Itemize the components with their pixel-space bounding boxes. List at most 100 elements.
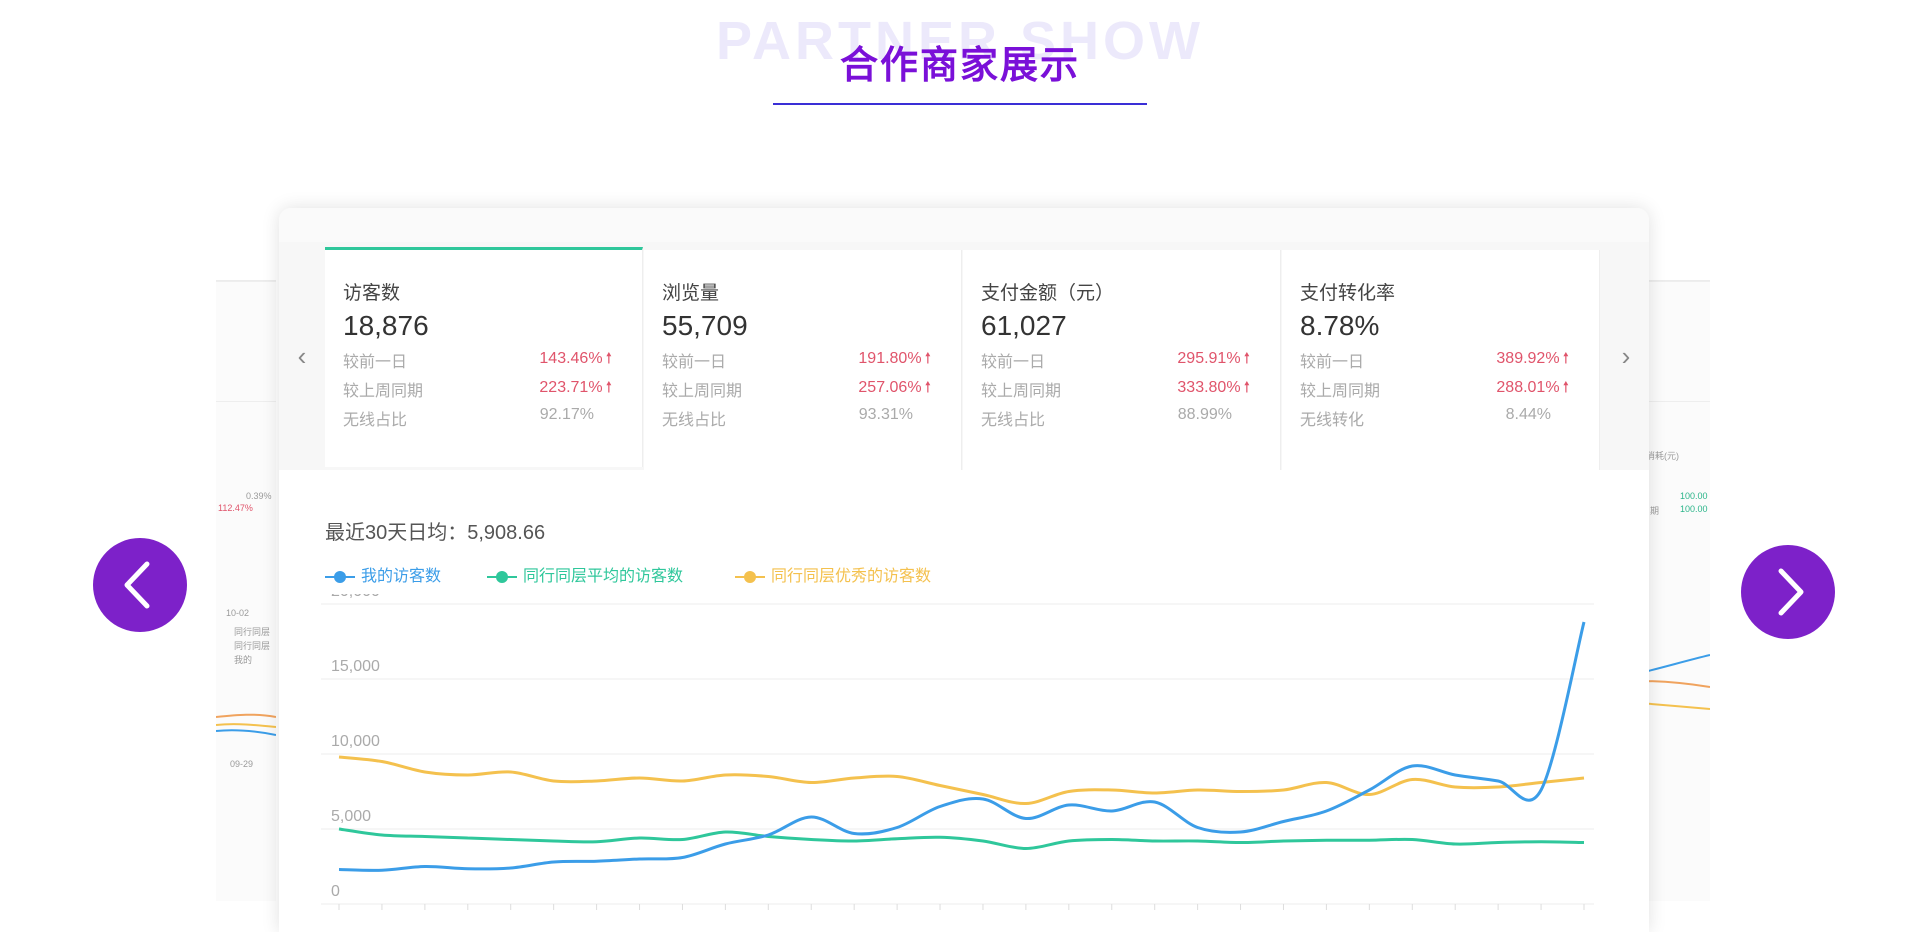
arrow-up-icon: 🠕	[1562, 350, 1569, 367]
kpi-value: 8.78%	[1300, 310, 1380, 341]
kpi-day-compare: 较前一日 191.80% 🠕	[662, 348, 961, 377]
arrow-up-icon: 🠕	[924, 350, 931, 367]
side-legend: 同行同层	[234, 641, 271, 651]
chevron-right-icon	[1778, 568, 1804, 616]
series-line-1	[338, 827, 1585, 851]
kpi-day-change: 191.80% 🠕	[858, 350, 931, 367]
kpi-label: 浏览量	[662, 283, 720, 304]
y-tick-label: 15,000	[331, 658, 380, 675]
series-line-2	[338, 755, 1585, 806]
side-tick: 09-29	[230, 759, 254, 769]
section-header: PARTNER SHOW 合作商家展示	[0, 0, 1920, 110]
kpi-day-compare: 较前一日 295.91% 🠕	[981, 348, 1280, 377]
series-line-0	[338, 621, 1586, 872]
kpi-row: ‹ 访客数 18,876 较前一日 143.46% 🠕 较上周同期 223.71%…	[279, 242, 1649, 470]
side-label: 消耗(元)	[1646, 451, 1679, 461]
carousel-prev-button[interactable]	[93, 538, 187, 632]
side-value: 0.39%	[246, 491, 272, 501]
y-tick-label: 10,000	[331, 733, 380, 750]
kpi-day-change: 295.91% 🠕	[1177, 350, 1250, 367]
legend-label: 同行同层优秀的访客数	[771, 568, 932, 585]
chevron-left-icon	[124, 561, 150, 609]
kpi-week-label: 较上周同期	[981, 383, 1062, 400]
kpi-value: 18,876	[343, 310, 429, 341]
kpi-card-conversion-rate[interactable]: 支付转化率 8.78% 较前一日 389.92% 🠕 较上周同期 288.01% 🠕…	[1282, 250, 1600, 470]
kpi-day-label: 较前一日	[981, 354, 1046, 371]
kpi-card-visitors[interactable]: 访客数 18,876 较前一日 143.46% 🠕 较上周同期 223.71% 🠕 …	[325, 247, 643, 467]
arrow-up-icon: 🠕	[924, 379, 931, 396]
legend-marker-icon	[487, 570, 517, 584]
kpi-wireless-label: 无线占比	[662, 412, 727, 429]
kpi-wireless-label: 无线占比	[343, 412, 408, 429]
arrow-up-icon: 🠕	[1243, 350, 1250, 367]
kpi-week-change: 223.71% 🠕	[539, 379, 612, 396]
kpi-week-change: 333.80% 🠕	[1177, 379, 1250, 396]
section-bg-title: PARTNER SHOW	[716, 11, 1204, 71]
side-date: 10-02	[226, 608, 250, 618]
kpi-week-compare: 较上周同期 257.06% 🠕	[662, 377, 961, 406]
kpi-wireless: 无线占比 92.17%	[343, 406, 642, 435]
legend-marker-icon	[325, 570, 355, 584]
y-tick-label: 20,000	[331, 594, 380, 600]
kpi-label: 支付转化率	[1300, 283, 1396, 304]
line-chart-svg: 20,000 15,000 10,000 5,000 0	[321, 594, 1594, 910]
kpi-wireless-value: 88.99%	[1177, 406, 1232, 423]
dashboard-screenshot-card: ‹ 访客数 18,876 较前一日 143.46% 🠕 较上周同期 223.71%…	[279, 208, 1649, 932]
kpi-next-arrow-icon[interactable]: ›	[1621, 341, 1631, 371]
kpi-day-compare: 较前一日 389.92% 🠕	[1300, 348, 1599, 377]
arrow-up-icon: 🠕	[1243, 379, 1250, 396]
kpi-wireless: 无线占比 88.99%	[981, 406, 1280, 435]
thirty-day-average: 最近30天日均：5,908.66	[325, 522, 546, 544]
side-value: 100.00	[1680, 491, 1708, 501]
kpi-card-payment-amount[interactable]: 支付金额（元） 61,027 较前一日 295.91% 🠕 较上周同期 333.8…	[963, 250, 1281, 470]
side-value: 100.00	[1680, 504, 1708, 514]
kpi-day-label: 较前一日	[662, 354, 727, 371]
kpi-week-label: 较上周同期	[662, 383, 743, 400]
side-chart-lines	[216, 713, 276, 736]
kpi-day-compare: 较前一日 143.46% 🠕	[343, 348, 642, 377]
side-legend: 同行同层	[234, 627, 271, 637]
kpi-week-change: 257.06% 🠕	[858, 379, 931, 396]
kpi-wireless: 无线占比 93.31%	[662, 406, 961, 435]
kpi-wireless-value: 8.44%	[1505, 406, 1551, 423]
arrow-up-icon: 🠕	[605, 379, 612, 396]
kpi-week-compare: 较上周同期 223.71% 🠕	[343, 377, 642, 406]
legend-item-peer-average[interactable]: 同行同层平均的访客数	[487, 562, 683, 586]
divider	[216, 281, 276, 282]
card-top-bar	[279, 208, 1649, 243]
kpi-card-pageviews[interactable]: 浏览量 55,709 较前一日 191.80% 🠕 较上周同期 257.06% 🠕 …	[644, 250, 962, 470]
kpi-day-change: 389.92% 🠕	[1496, 350, 1569, 367]
legend-label: 我的访客数	[361, 568, 442, 585]
visitor-trend-chart: 最近30天日均：5,908.66 我的访客数 同行同层平均的访客数 同行同层优秀…	[279, 470, 1649, 932]
kpi-week-label: 较上周同期	[1300, 383, 1381, 400]
kpi-week-compare: 较上周同期 333.80% 🠕	[981, 377, 1280, 406]
y-tick-label: 0	[331, 883, 340, 900]
kpi-wireless-label: 无线占比	[981, 412, 1046, 429]
kpi-day-label: 较前一日	[1300, 354, 1365, 371]
kpi-wireless: 无线转化 8.44%	[1300, 406, 1599, 435]
carousel-slide-previous[interactable]: 0.39% 112.47% 10-02 同行同层 同行同层 我的 09-29	[216, 280, 276, 901]
carousel-slide-next[interactable]: 消耗(元) 100.00 期 100.00	[1640, 280, 1710, 901]
legend-item-my-visitors[interactable]: 我的访客数	[325, 562, 441, 586]
section-title: 合作商家展示	[839, 45, 1080, 87]
kpi-value: 61,027	[981, 310, 1067, 341]
side-value: 112.47%	[218, 503, 253, 513]
kpi-value: 55,709	[662, 310, 748, 341]
kpi-day-change: 143.46% 🠕	[539, 350, 612, 367]
kpi-label: 支付金额（元）	[981, 283, 1115, 304]
carousel-next-button[interactable]	[1741, 545, 1835, 639]
divider	[1640, 281, 1710, 282]
kpi-week-change: 288.01% 🠕	[1496, 379, 1569, 396]
kpi-day-label: 较前一日	[343, 354, 408, 371]
arrow-up-icon: 🠕	[605, 350, 612, 367]
legend-label: 同行同层平均的访客数	[523, 568, 684, 585]
kpi-wireless-value: 92.17%	[539, 406, 594, 423]
arrow-up-icon: 🠕	[1562, 379, 1569, 396]
kpi-label: 访客数	[343, 283, 401, 304]
side-prefix: 期	[1650, 506, 1660, 516]
side-chart-lines	[1640, 654, 1710, 710]
kpi-week-compare: 较上周同期 288.01% 🠕	[1300, 377, 1599, 406]
legend-item-peer-excellent[interactable]: 同行同层优秀的访客数	[735, 562, 931, 586]
kpi-prev-arrow-icon[interactable]: ‹	[297, 341, 307, 371]
divider	[1640, 401, 1710, 402]
